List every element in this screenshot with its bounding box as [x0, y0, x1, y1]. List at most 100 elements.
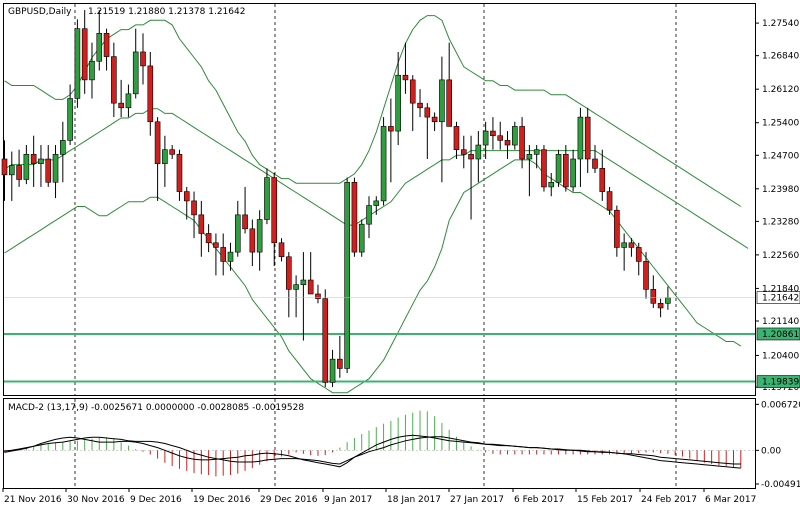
- macd-tick-label: 0.00: [761, 446, 781, 456]
- price-tick-label: 1.26840: [762, 52, 799, 62]
- symbol-label: GBPUSD,Daily: [8, 7, 72, 17]
- candle-body: [519, 126, 525, 160]
- candle-body: [482, 130, 489, 146]
- candle-body: [358, 223, 365, 253]
- candle-body: [431, 116, 438, 123]
- candle-body: [169, 149, 175, 155]
- candle-body: [183, 191, 190, 202]
- candle-body: [162, 149, 168, 164]
- level-label: 1.19839: [762, 378, 799, 388]
- level-label-box: [756, 375, 800, 388]
- candle-body: [504, 140, 511, 146]
- price-tick-label: 1.22560: [762, 251, 799, 261]
- candle-body: [533, 149, 540, 155]
- price-tick-label: 1.25400: [762, 119, 799, 129]
- candle-body: [191, 200, 197, 216]
- candle-body: [322, 298, 329, 383]
- candle-body: [446, 79, 452, 127]
- candle-body: [125, 93, 132, 109]
- price-tick-label: 1.24700: [762, 151, 799, 161]
- date-label: 6 Feb 2017: [514, 495, 564, 505]
- candle-body: [242, 214, 248, 230]
- ohlc-readout: 1.21519 1.21880 1.21378 1.21642: [88, 7, 245, 17]
- macd-indicator: [4, 410, 755, 477]
- candle-body: [395, 74, 401, 132]
- candle-body: [650, 289, 657, 304]
- price-tick-label: 1.21140: [762, 317, 799, 327]
- candle-body: [439, 79, 445, 123]
- date-label: 27 Jan 2017: [450, 495, 504, 505]
- candle-body: [541, 149, 547, 188]
- candle-body: [30, 154, 37, 164]
- candle-body: [264, 177, 270, 220]
- date-label: 24 Feb 2017: [641, 495, 697, 505]
- candle-body: [424, 107, 431, 118]
- macd-axis: 0.006720 0.00 -0.004913: [755, 400, 800, 490]
- candle-body: [278, 242, 285, 258]
- candle-body: [468, 154, 474, 160]
- candle-body: [307, 279, 314, 295]
- candle-body: [453, 126, 460, 150]
- candle-body: [23, 154, 30, 180]
- candle-body: [315, 293, 321, 299]
- date-label: 19 Dec 2016: [193, 495, 251, 505]
- candle-body: [366, 205, 372, 225]
- candle-body: [665, 297, 671, 304]
- candle-body: [67, 98, 73, 141]
- candle-body: [497, 135, 504, 141]
- candle-body: [555, 154, 562, 183]
- candle-body: [635, 247, 642, 262]
- candle-body: [548, 181, 555, 188]
- candle-body: [271, 177, 278, 244]
- price-axis: 1.27540 1.26840 1.26120 1.25400 1.24700 1.239…: [4, 19, 800, 393]
- current-price-label: 1.21642: [762, 294, 799, 304]
- candle-body: [592, 158, 598, 169]
- candle-body: [81, 28, 88, 81]
- candle-body: [111, 56, 117, 104]
- date-label: 9 Jan 2017: [324, 495, 372, 505]
- price-tick-label: 1.20400: [762, 351, 799, 361]
- macd-label: MACD-2 (13,17,9) -0.0025671 0.0000000 -0…: [8, 403, 304, 413]
- candle-body: [52, 154, 59, 183]
- macd-tick-label: -0.004913: [761, 480, 800, 490]
- candle-body: [475, 144, 482, 160]
- price-pane[interactable]: [3, 3, 756, 396]
- date-label: 21 Nov 2016: [4, 495, 62, 505]
- candle-body: [132, 51, 139, 95]
- candle-body: [38, 158, 44, 164]
- candle-body: [402, 74, 409, 81]
- candle-body: [154, 121, 161, 164]
- candle-body: [329, 358, 336, 383]
- candle-body: [344, 181, 350, 369]
- candle-body: [351, 181, 358, 253]
- candle-body: [234, 214, 241, 253]
- candle-body: [286, 256, 292, 290]
- price-tick-label: 1.23980: [762, 185, 799, 195]
- price-tick-label: 1.26120: [762, 85, 799, 95]
- candle-body: [563, 154, 569, 188]
- candle-body: [606, 191, 613, 211]
- candle-body: [140, 51, 146, 67]
- candles: [1, 10, 671, 388]
- candle-body: [89, 60, 95, 81]
- candle-body: [16, 165, 22, 180]
- candle-body: [300, 279, 307, 285]
- candle-body: [380, 126, 387, 202]
- candle-body: [599, 168, 606, 192]
- candle-body: [45, 158, 52, 183]
- candle-body: [621, 242, 627, 248]
- candle-body: [614, 209, 620, 248]
- date-label: 6 Mar 2017: [705, 495, 756, 505]
- support-levels: [4, 332, 755, 383]
- level-label-box: [756, 327, 800, 341]
- period-separators: [74, 4, 677, 488]
- date-label: 29 Dec 2016: [260, 495, 318, 505]
- candle-body: [293, 284, 299, 290]
- candle-body: [227, 251, 234, 262]
- date-label: 30 Nov 2016: [67, 495, 125, 505]
- candle-body: [96, 33, 103, 62]
- candle-body: [198, 214, 205, 234]
- candle-body: [220, 247, 226, 262]
- macd-tick-label: 0.006720: [761, 400, 800, 410]
